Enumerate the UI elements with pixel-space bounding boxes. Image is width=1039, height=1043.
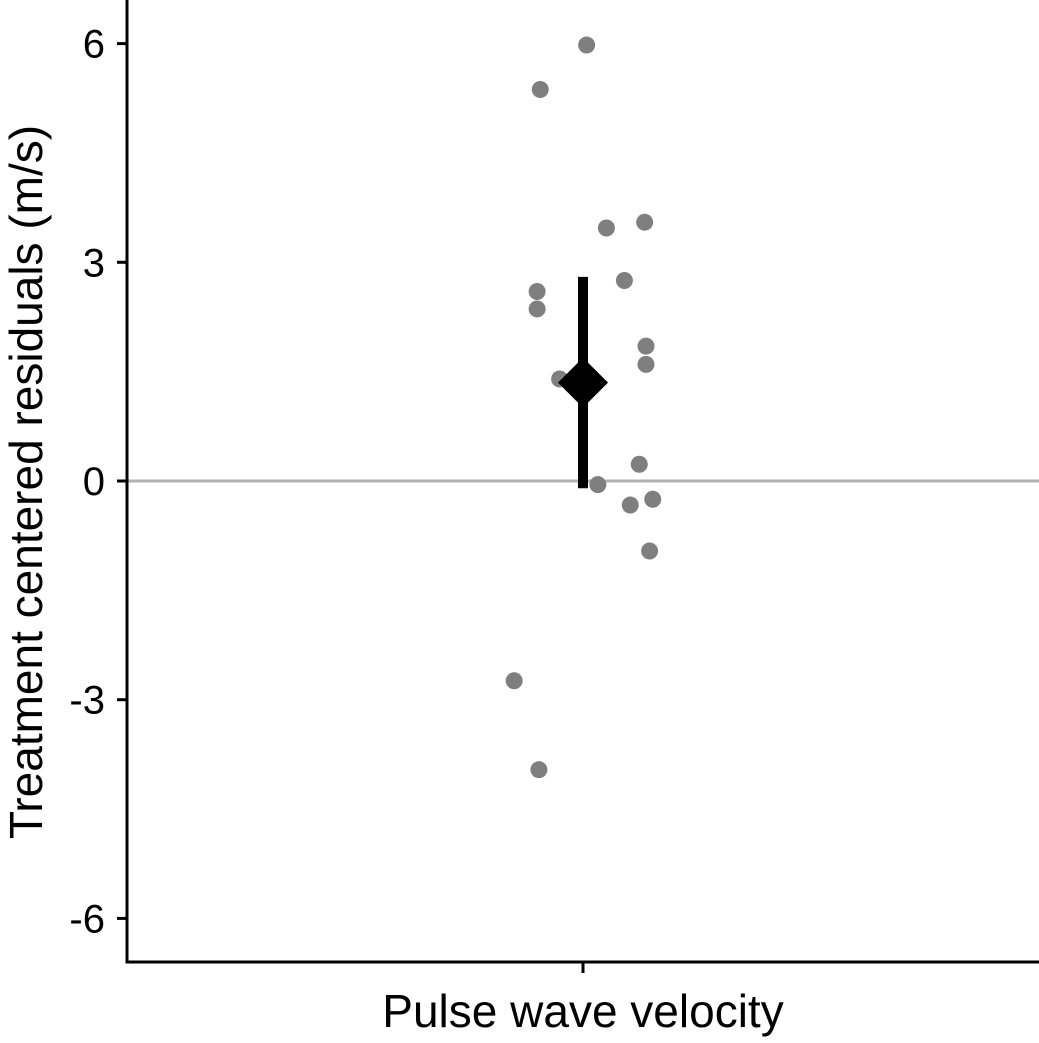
- x-axis-label: Pulse wave velocity: [382, 985, 783, 1037]
- data-point: [630, 455, 648, 473]
- data-point: [505, 672, 523, 690]
- data-point: [528, 300, 546, 318]
- data-point: [530, 761, 548, 779]
- axes: 6 3 0 -3 -6: [69, 0, 1039, 973]
- y-axis-label: Treatment centered residuals (m/s): [0, 125, 52, 839]
- data-point: [641, 542, 659, 560]
- data-point: [637, 337, 655, 355]
- data-point: [531, 81, 549, 99]
- mean-estimate-diamond: [558, 357, 608, 408]
- data-point: [621, 496, 639, 514]
- data-point: [597, 219, 615, 237]
- summary-estimate: [558, 276, 608, 489]
- data-point: [578, 36, 596, 54]
- data-point: [644, 490, 662, 508]
- y-tick-label: 6: [83, 23, 105, 67]
- data-point: [589, 476, 607, 494]
- y-tick-label: -3: [69, 679, 105, 723]
- data-points: [505, 36, 662, 779]
- data-point: [615, 272, 633, 290]
- data-point: [637, 355, 655, 373]
- y-tick-label: 0: [83, 460, 105, 504]
- y-tick-label: -6: [69, 897, 105, 941]
- data-point: [636, 213, 654, 231]
- y-tick-label: 3: [83, 241, 105, 285]
- data-point: [528, 282, 546, 300]
